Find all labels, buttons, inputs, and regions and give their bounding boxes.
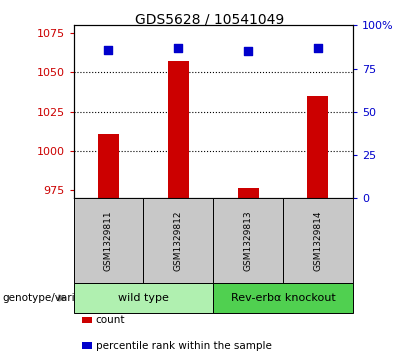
- Text: GSM1329813: GSM1329813: [244, 210, 252, 271]
- Text: GSM1329814: GSM1329814: [313, 210, 323, 271]
- Text: genotype/variation: genotype/variation: [2, 293, 101, 303]
- Text: percentile rank within the sample: percentile rank within the sample: [96, 340, 272, 351]
- Point: [175, 45, 181, 51]
- Point: [105, 47, 112, 53]
- Point: [245, 48, 252, 54]
- Bar: [168, 61, 189, 198]
- Text: GSM1329811: GSM1329811: [104, 210, 113, 271]
- Text: count: count: [96, 315, 125, 325]
- Text: wild type: wild type: [118, 293, 169, 303]
- Text: GDS5628 / 10541049: GDS5628 / 10541049: [135, 13, 285, 27]
- Bar: [238, 188, 259, 198]
- Point: [315, 45, 321, 51]
- Text: Rev-erbα knockout: Rev-erbα knockout: [231, 293, 335, 303]
- Text: GSM1329812: GSM1329812: [174, 210, 183, 271]
- Bar: [307, 96, 328, 198]
- Bar: [98, 134, 119, 198]
